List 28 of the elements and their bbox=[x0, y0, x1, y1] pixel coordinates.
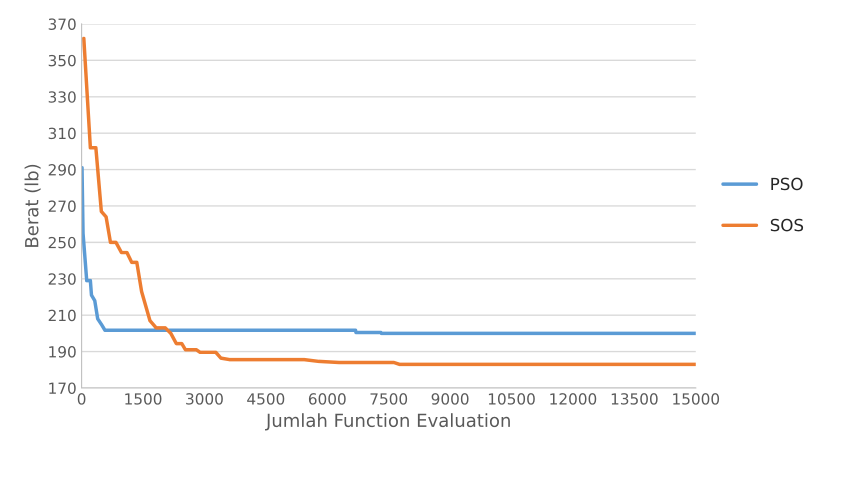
x-tick-label: 13500 bbox=[612, 393, 658, 405]
x-tick-label: 4500 bbox=[247, 393, 284, 405]
legend-label: PSO bbox=[771, 178, 803, 190]
y-tick-label: 350 bbox=[48, 54, 76, 66]
y-tick-label: 250 bbox=[48, 236, 76, 248]
x-tick-label: 1500 bbox=[125, 393, 162, 405]
x-tick-label: 15000 bbox=[673, 393, 720, 405]
y-tick-label: 330 bbox=[48, 91, 76, 103]
line-series bbox=[82, 166, 696, 336]
y-tick-label: 230 bbox=[48, 273, 76, 285]
x-axis-title: Jumlah Function Evaluation bbox=[265, 413, 510, 431]
x-tick-label: 7500 bbox=[370, 393, 408, 405]
x-tick-label: 10500 bbox=[488, 393, 535, 405]
y-tick-label: 310 bbox=[48, 128, 76, 140]
y-tick-label: 210 bbox=[48, 310, 76, 322]
line-series bbox=[82, 36, 696, 366]
x-tick-label: 6000 bbox=[308, 393, 346, 405]
x-tick-label: 3000 bbox=[186, 393, 223, 405]
y-tick-label: 190 bbox=[49, 346, 76, 358]
y-axis-title: Berat (lb) bbox=[24, 164, 41, 247]
x-tick-label: 0 bbox=[78, 393, 86, 405]
y-tick-label: 170 bbox=[49, 382, 76, 394]
x-tick-label: 9000 bbox=[432, 393, 469, 405]
legend-label: SOS bbox=[770, 218, 804, 232]
y-tick-label: 290 bbox=[48, 164, 76, 176]
y-tick-label: 270 bbox=[48, 200, 76, 212]
y-tick-label: 370 bbox=[48, 18, 76, 30]
x-tick-label: 12000 bbox=[550, 393, 596, 405]
